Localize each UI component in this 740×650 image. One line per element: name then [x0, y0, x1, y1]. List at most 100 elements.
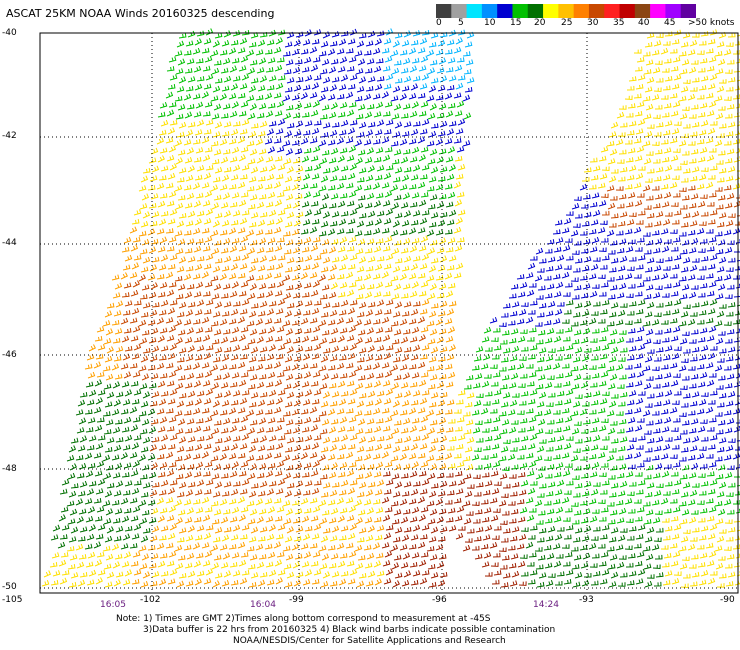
wind-barb: [727, 302, 736, 308]
wind-barb: [339, 553, 348, 559]
wind-barb: [601, 435, 610, 441]
wind-barb: [239, 128, 248, 135]
wind-barb: [313, 480, 322, 486]
wind-barb: [248, 401, 257, 408]
wind-barb: [546, 553, 555, 560]
wind-barb: [204, 327, 213, 333]
wind-barb: [678, 501, 687, 507]
wind-barb: [294, 553, 303, 560]
wind-barb: [673, 346, 682, 351]
wind-barb: [688, 427, 697, 434]
wind-barb: [646, 124, 655, 129]
wind-barb: [238, 425, 247, 432]
wind-barb: [556, 346, 565, 352]
wind-barb: [561, 363, 570, 369]
wind-barb: [573, 510, 582, 516]
wind-barb: [259, 572, 268, 578]
wind-barb: [538, 439, 547, 444]
wind-barb: [393, 149, 402, 156]
wind-barb: [124, 300, 133, 307]
wind-barb: [471, 409, 480, 416]
wind-barb: [239, 83, 248, 90]
wind-barb: [565, 300, 574, 306]
wind-barb: [509, 447, 518, 452]
wind-barb: [608, 249, 616, 255]
wind-barb: [177, 509, 186, 516]
wind-barb: [148, 203, 157, 209]
wind-barb: [355, 113, 364, 120]
wind-barb: [508, 562, 517, 569]
wind-barb: [238, 514, 246, 522]
wind-barb: [66, 500, 75, 507]
wind-barb: [383, 532, 392, 540]
wind-barb: [151, 525, 160, 533]
wind-barb: [339, 462, 348, 469]
wind-barb: [348, 145, 357, 153]
wind-barb: [564, 552, 573, 558]
wind-barb: [286, 526, 294, 534]
wind-barb: [644, 355, 653, 363]
wind-barb: [338, 218, 347, 226]
wind-barb: [112, 337, 121, 344]
wind-barb: [625, 426, 634, 433]
wind-barb: [86, 399, 95, 406]
wind-barb: [248, 536, 257, 543]
wind-barb: [606, 546, 615, 552]
wind-barb: [196, 256, 205, 262]
wind-barb: [563, 217, 572, 225]
wind-barb: [183, 230, 192, 236]
wind-barb: [103, 518, 112, 525]
wind-barb: [724, 247, 733, 254]
colorbar-swatch: [665, 4, 682, 18]
wind-barb: [256, 427, 265, 434]
wind-barb: [88, 344, 96, 352]
wind-barb: [400, 67, 409, 74]
wind-barb: [367, 165, 375, 173]
wind-barb: [646, 526, 655, 534]
wind-barb: [643, 205, 652, 210]
colorbar-swatch: [650, 4, 667, 18]
wind-barb: [691, 166, 700, 173]
wind-barb: [448, 255, 457, 262]
wind-barb: [268, 389, 277, 397]
wind-barb: [447, 463, 456, 469]
wind-barb: [394, 347, 403, 354]
wind-barb: [205, 479, 214, 486]
wind-barb: [249, 59, 258, 66]
wind-barb: [410, 308, 419, 316]
wind-barb: [456, 237, 465, 243]
wind-barb: [543, 500, 552, 506]
wind-barb: [221, 85, 230, 92]
wind-barb: [385, 524, 394, 531]
wind-barb: [212, 265, 221, 273]
wind-barb: [553, 246, 562, 253]
wind-barb: [159, 553, 168, 559]
wind-barb: [241, 118, 250, 126]
wind-barb: [320, 221, 329, 228]
wind-barb: [282, 231, 291, 237]
wind-barb: [421, 73, 430, 81]
wind-barb: [608, 536, 617, 543]
wind-barb: [582, 508, 591, 515]
wind-barb: [228, 453, 237, 460]
wind-barb: [285, 508, 294, 516]
wind-barb: [331, 391, 340, 398]
wind-barb: [264, 452, 273, 460]
wind-barb: [643, 69, 652, 75]
wind-barb: [699, 327, 708, 334]
wind-barb: [652, 114, 661, 120]
wind-barb: [399, 138, 408, 146]
wind-barb: [211, 427, 220, 435]
wind-barb: [241, 298, 250, 306]
wind-barb: [556, 553, 564, 559]
wind-barb: [723, 365, 732, 371]
wind-barb: [475, 526, 484, 533]
wind-barb: [454, 110, 463, 117]
wind-barb: [574, 258, 583, 264]
wind-barb: [131, 218, 140, 225]
wind-barb: [291, 94, 300, 101]
wind-barb: [330, 327, 339, 335]
wind-barb: [517, 383, 526, 388]
wind-barb: [473, 400, 482, 407]
wind-barb: [493, 570, 502, 576]
